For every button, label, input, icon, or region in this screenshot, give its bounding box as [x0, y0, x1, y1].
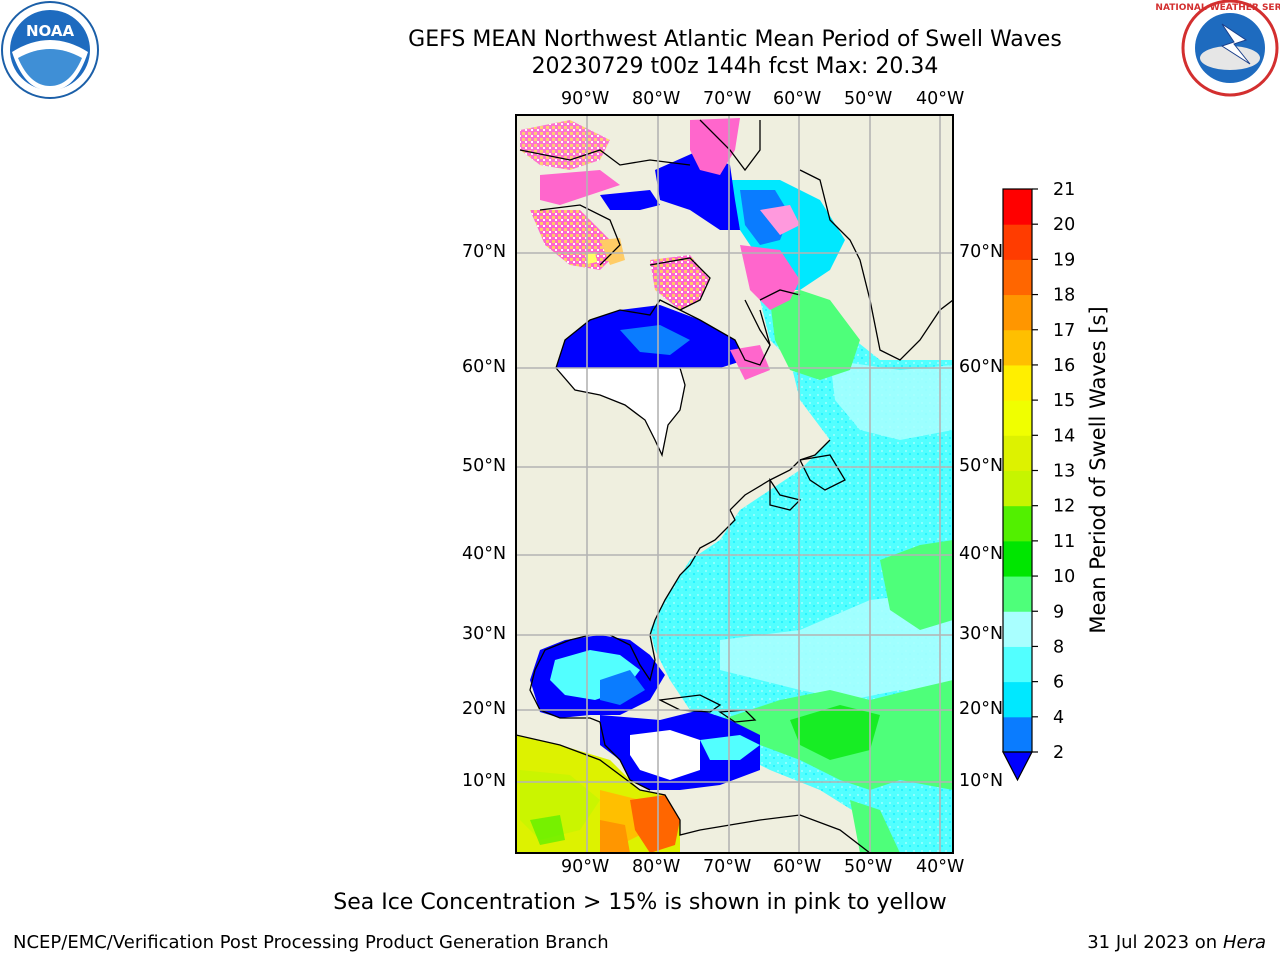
nws-logo: NATIONAL WEATHER SERVICE: [1155, 0, 1280, 97]
lon-label-top: 90°W: [561, 89, 610, 109]
lon-label-top: 50°W: [844, 89, 893, 109]
lon-label-bottom: 80°W: [632, 857, 681, 877]
colorbar-under-triangle: [1002, 751, 1033, 782]
chart-subtitle: 20230729 t00z 144h fcst Max: 20.34: [531, 54, 939, 79]
colorbar-tick-label: 11: [1053, 532, 1075, 552]
noaa-logo: NOAA: [1, 1, 99, 99]
colorbar-tick-label: 4: [1053, 708, 1064, 728]
colorbar-tick-label: 16: [1053, 356, 1075, 376]
lat-label-left: 60°N: [462, 357, 507, 377]
colorbar-tick-label: 18: [1053, 286, 1075, 306]
lat-label-left: 30°N: [462, 624, 507, 644]
graticule: [516, 115, 953, 853]
colorbar-segment: [1003, 259, 1032, 296]
colorbar-tick-label: 2: [1053, 743, 1064, 763]
colorbar-segment: [1003, 646, 1032, 683]
colorbar-segment: [1003, 294, 1032, 331]
footer-date: 31 Jul 2023 on Hera: [1087, 932, 1266, 953]
colorbar-segment: [1003, 470, 1032, 507]
colorbar-tick-label: 19: [1053, 250, 1075, 270]
colorbar-segment: [1003, 400, 1032, 436]
swell-9-11s-labrador: [770, 290, 860, 380]
colorbar-segment: [1003, 681, 1032, 718]
colorbar-tick-label: 12: [1053, 497, 1075, 517]
lat-label-left: 20°N: [462, 699, 507, 719]
footer-date-text: 31 Jul 2023 on: [1087, 932, 1223, 953]
nws-logo-text: NATIONAL WEATHER SERVICE: [1155, 3, 1280, 13]
colorbar-segment: [1003, 364, 1032, 401]
lat-label-right: 20°N: [959, 699, 1004, 719]
lat-label-right: 50°N: [959, 456, 1004, 476]
colorbar-title: Mean Period of Swell Waves [s]: [1086, 306, 1110, 634]
footer-machine: Hera: [1222, 932, 1266, 953]
colorbar-tick-label: 17: [1053, 321, 1075, 341]
lat-label-right: 40°N: [959, 544, 1004, 564]
lat-label-right: 30°N: [959, 624, 1004, 644]
colorbar-segment: [1003, 224, 1032, 260]
lat-label-right: 60°N: [959, 357, 1004, 377]
colorbar-segment: [1003, 329, 1032, 366]
sea-ice-caption: Sea Ice Concentration > 15% is shown in …: [333, 890, 947, 915]
lon-label-bottom: 50°W: [844, 857, 893, 877]
lon-label-top: 40°W: [916, 89, 965, 109]
colorbar-tick-label: 6: [1053, 673, 1064, 693]
colorbar-segment: [1003, 716, 1032, 753]
colorbar-tick-label: 8: [1053, 637, 1064, 657]
colorbar-tick-label: 10: [1053, 567, 1075, 587]
noaa-logo-text: NOAA: [26, 22, 75, 40]
footer-credit: NCEP/EMC/Verification Post Processing Pr…: [13, 932, 609, 953]
lat-label-left: 40°N: [462, 544, 507, 564]
colorbar-tick-label: 14: [1053, 426, 1075, 446]
colorbar-tick-label: 13: [1053, 462, 1075, 482]
colorbar-segment: [1003, 435, 1032, 471]
colorbar-segment: [1003, 505, 1032, 542]
colorbar-segment: [1003, 189, 1032, 225]
colorbar-tick-label: 15: [1053, 391, 1075, 411]
lon-label-bottom: 90°W: [561, 857, 610, 877]
colorbar-segment: [1003, 576, 1032, 612]
lat-label-left: 10°N: [462, 771, 507, 791]
colorbar: 2 4 6 8 9 10 11 12 13 14 15 16 17 18 19 20 21: [1002, 180, 1075, 782]
lat-label-left: 50°N: [462, 456, 507, 476]
lat-label-right: 70°N: [959, 242, 1004, 262]
map-plot: [516, 115, 953, 853]
lat-label-right: 10°N: [959, 771, 1004, 791]
lon-label-bottom: 70°W: [703, 857, 752, 877]
lat-label-left: 70°N: [462, 242, 507, 262]
lon-label-top: 60°W: [773, 89, 822, 109]
colorbar-segment: [1003, 540, 1032, 577]
lon-label-top: 80°W: [632, 89, 681, 109]
colorbar-tick-label: 21: [1053, 180, 1075, 200]
colorbar-tick-label: 20: [1053, 215, 1075, 235]
chart-title: GEFS MEAN Northwest Atlantic Mean Period…: [408, 27, 1062, 52]
lon-label-top: 70°W: [703, 89, 752, 109]
colorbar-segment: [1003, 611, 1032, 647]
lon-label-bottom: 40°W: [916, 857, 965, 877]
swell-8-9s-band: [720, 590, 953, 700]
colorbar-tick-label: 9: [1053, 602, 1064, 622]
plot-frame: [515, 114, 954, 854]
lon-label-bottom: 60°W: [773, 857, 822, 877]
